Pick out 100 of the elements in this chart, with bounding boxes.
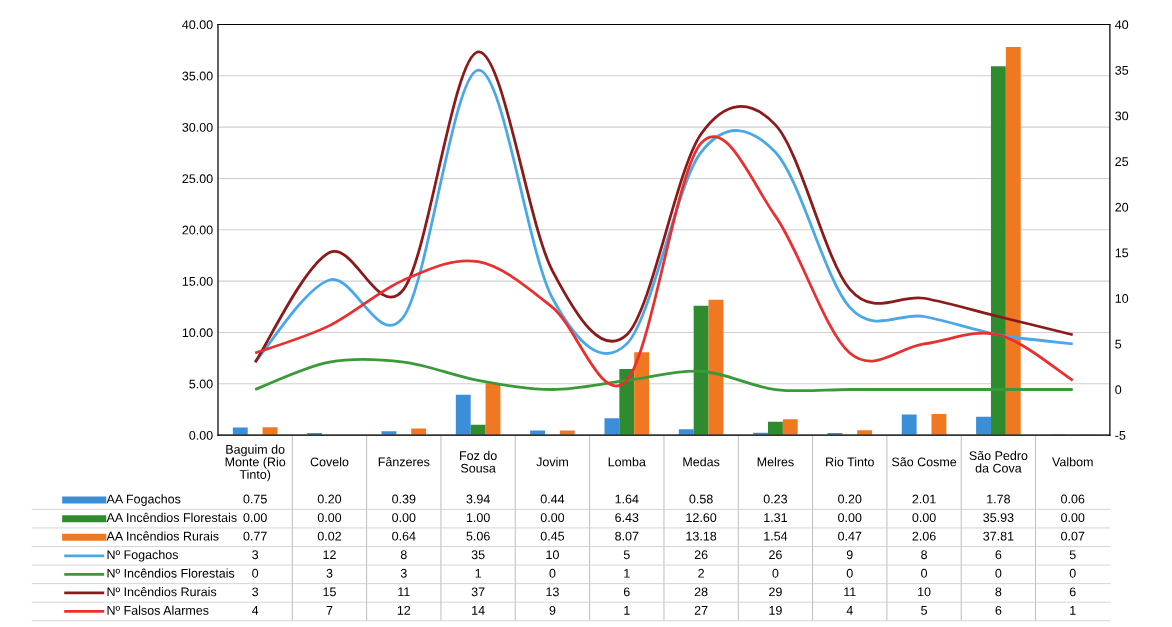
data-label: 0.00: [838, 513, 862, 523]
data-label: 1.64: [615, 494, 639, 504]
data-label: 1.78: [987, 494, 1011, 504]
y2-tick-label: 40: [1115, 20, 1129, 30]
data-label: 0.44: [540, 494, 565, 504]
x-tick-label: Valbom: [1052, 457, 1093, 467]
data-label: 7: [326, 606, 333, 615]
data-label: 9: [846, 550, 853, 560]
data-label: 0.00: [540, 513, 565, 523]
data-label: 2.01: [912, 494, 936, 504]
x-tick-label: Covelo: [310, 457, 349, 467]
data-label: 8: [995, 587, 1002, 597]
data-label: 14: [472, 606, 485, 615]
legend-label: Nº Fogachos: [107, 549, 179, 562]
legend-label: AA Incêndios Rurais: [106, 531, 219, 541]
legend-label: Nº Falsos Alarmes: [107, 605, 209, 615]
y-tick-label: 30.00: [182, 122, 213, 132]
data-label: 8.07: [615, 531, 639, 541]
data-label: 35.93: [983, 513, 1014, 523]
data-label: 35: [471, 550, 485, 560]
data-label: 0.00: [243, 513, 267, 523]
data-label: 37.81: [983, 531, 1014, 541]
data-label: 19: [769, 605, 782, 615]
data-label: 0.00: [392, 513, 416, 523]
data-label: 8: [400, 550, 407, 560]
data-label: 0.07: [1061, 531, 1085, 541]
data-label: 28: [694, 587, 708, 597]
x-tick-label: São Cosme: [891, 457, 957, 467]
data-label: 6: [995, 605, 1002, 615]
data-label: 0.77: [243, 531, 267, 541]
data-label: 0.00: [1061, 513, 1085, 523]
data-label: 26: [694, 550, 708, 560]
x-tick-label: Medas: [683, 457, 720, 467]
data-label: 0: [1069, 568, 1076, 578]
data-label: 5: [921, 606, 928, 615]
data-label: 13.18: [686, 531, 717, 541]
data-label: 3.94: [466, 494, 490, 504]
data-label: 1.31: [764, 513, 787, 523]
data-label: 0: [772, 568, 779, 578]
data-label: 12: [397, 605, 411, 615]
data-label: 12.60: [686, 513, 717, 523]
data-label: 10: [918, 587, 931, 597]
data-label: 0.00: [317, 513, 342, 523]
data-label: 0.20: [317, 494, 342, 504]
data-label: 0.20: [838, 494, 862, 504]
data-label: 0: [549, 568, 556, 578]
x-tick-label: Lomba: [608, 457, 646, 467]
data-label: 5.06: [466, 531, 490, 541]
data-label: 0.39: [392, 494, 416, 504]
y2-tick-label: 0: [1115, 385, 1122, 395]
data-label: 1: [624, 606, 630, 615]
data-label: 3: [326, 568, 333, 578]
y-tick-label: 20.00: [182, 225, 213, 235]
data-label: 0.23: [763, 494, 788, 504]
data-label: 9: [549, 605, 556, 615]
data-label: 1: [1070, 606, 1076, 615]
y-tick-label: 0.00: [189, 430, 213, 440]
y-tick-label: 15.00: [182, 276, 213, 286]
data-label: 0.02: [317, 531, 342, 541]
data-label: 1: [475, 568, 481, 578]
y2-tick-label: 30: [1115, 111, 1129, 121]
data-label: 0: [846, 568, 853, 578]
data-label: 13: [546, 587, 559, 597]
y2-tick-label: 15: [1115, 248, 1129, 258]
data-label: 8: [921, 550, 928, 560]
x-tick-label: Rio Tinto: [826, 457, 874, 467]
data-label: 1: [624, 568, 630, 578]
data-label: 1.54: [764, 531, 788, 541]
y-tick-label: 40.00: [182, 20, 213, 30]
data-label: 0: [921, 568, 928, 578]
data-label: 4: [251, 606, 259, 615]
x-tick-label: Baguim do Monte (Rio Tinto): [225, 444, 286, 482]
data-label: 15: [323, 587, 336, 597]
x-tick-label: Jovim: [536, 457, 568, 467]
x-tick-label: Melres: [757, 457, 794, 467]
y2-tick-label: 35: [1115, 65, 1129, 75]
data-label: 5: [1069, 550, 1076, 560]
data-label: 27: [694, 605, 708, 615]
x-tick-label: São Pedro da Cova: [969, 450, 1028, 473]
data-label: 26: [769, 550, 782, 560]
legend-label: Nº Incêndios Rurais: [107, 587, 217, 597]
data-label: 1.00: [466, 513, 490, 523]
x-tick-label: Fânzeres: [378, 457, 430, 467]
data-label: 5: [623, 550, 630, 560]
data-label: 0.06: [1061, 494, 1085, 504]
data-label: 37: [471, 587, 485, 597]
y-tick-label: 25.00: [182, 174, 213, 184]
y2-tick-label: -5: [1115, 431, 1126, 440]
data-label: 0.45: [540, 531, 565, 541]
y2-tick-label: 10: [1115, 294, 1129, 303]
y-tick-label: 5.00: [189, 379, 213, 389]
y2-tick-label: 5: [1115, 339, 1122, 349]
data-label: 0.47: [838, 531, 862, 541]
data-label: 3: [400, 568, 407, 578]
y2-tick-label: 25: [1115, 157, 1129, 166]
data-label: 12: [323, 550, 336, 560]
x-tick-label: Foz do Sousa: [460, 450, 497, 473]
legend-label: Nº Incêndios Florestais: [107, 568, 235, 578]
data-label: 6: [1069, 587, 1076, 597]
legend-label: AA Incêndios Florestais: [106, 512, 237, 523]
